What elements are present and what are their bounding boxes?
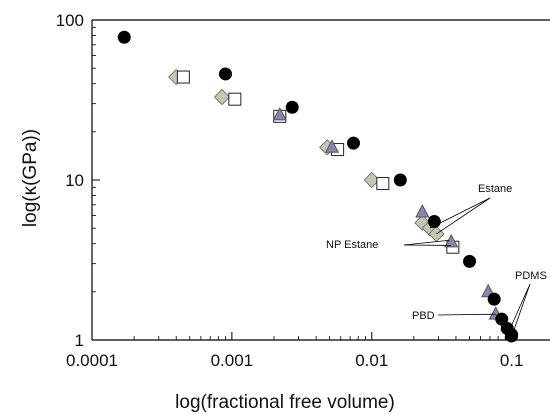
annotation-leader <box>436 197 491 235</box>
annotation-label: PBD <box>412 310 435 322</box>
annotation-leader <box>437 313 496 316</box>
data-point-square <box>376 177 390 191</box>
annotation-leader <box>429 197 491 229</box>
y-tick-label: 100 <box>56 11 84 30</box>
data-point-square <box>228 92 242 106</box>
plot-area <box>91 19 550 341</box>
data-point-circle <box>393 173 407 187</box>
data-point-circle <box>487 292 501 306</box>
data-point-triangle <box>415 204 430 218</box>
x-tick-label: 0.01 <box>355 351 388 370</box>
data-point-triangle <box>444 233 459 248</box>
annotations: Estane NP Estane PBD PDMS <box>326 183 547 337</box>
data-points <box>117 30 519 343</box>
annotation-label: NP Estane <box>326 239 378 251</box>
axis-ticks: 0.0001 0.001 0.01 0.1 1 10 100 <box>56 11 524 370</box>
x-tick-label: 0.001 <box>211 351 254 370</box>
y-tick-label: 1 <box>75 331 84 350</box>
data-point-circle <box>218 67 232 81</box>
annotation-label: PDMS <box>515 270 547 282</box>
data-point-diamond <box>213 88 231 106</box>
annotation-leader <box>508 283 531 333</box>
annotation-leader <box>403 239 450 246</box>
y-axis-title: log(κ(GPa)) <box>20 129 41 227</box>
data-point-circle <box>117 30 131 44</box>
x-tick-label: 0.1 <box>500 351 524 370</box>
y-tick-label: 10 <box>65 171 84 190</box>
x-tick-label: 0.0001 <box>66 351 118 370</box>
data-point-circle <box>427 215 441 229</box>
data-point-triangle <box>272 106 287 121</box>
data-point-triangle <box>324 139 340 153</box>
data-point-circle <box>463 254 477 268</box>
annotation-leader <box>511 283 531 337</box>
data-point-square <box>176 70 190 84</box>
data-point-circle <box>346 136 360 150</box>
x-axis-title: log(fractional free volume) <box>175 392 395 413</box>
data-point-circle <box>285 100 299 114</box>
annotation-label: Estane <box>478 183 512 195</box>
